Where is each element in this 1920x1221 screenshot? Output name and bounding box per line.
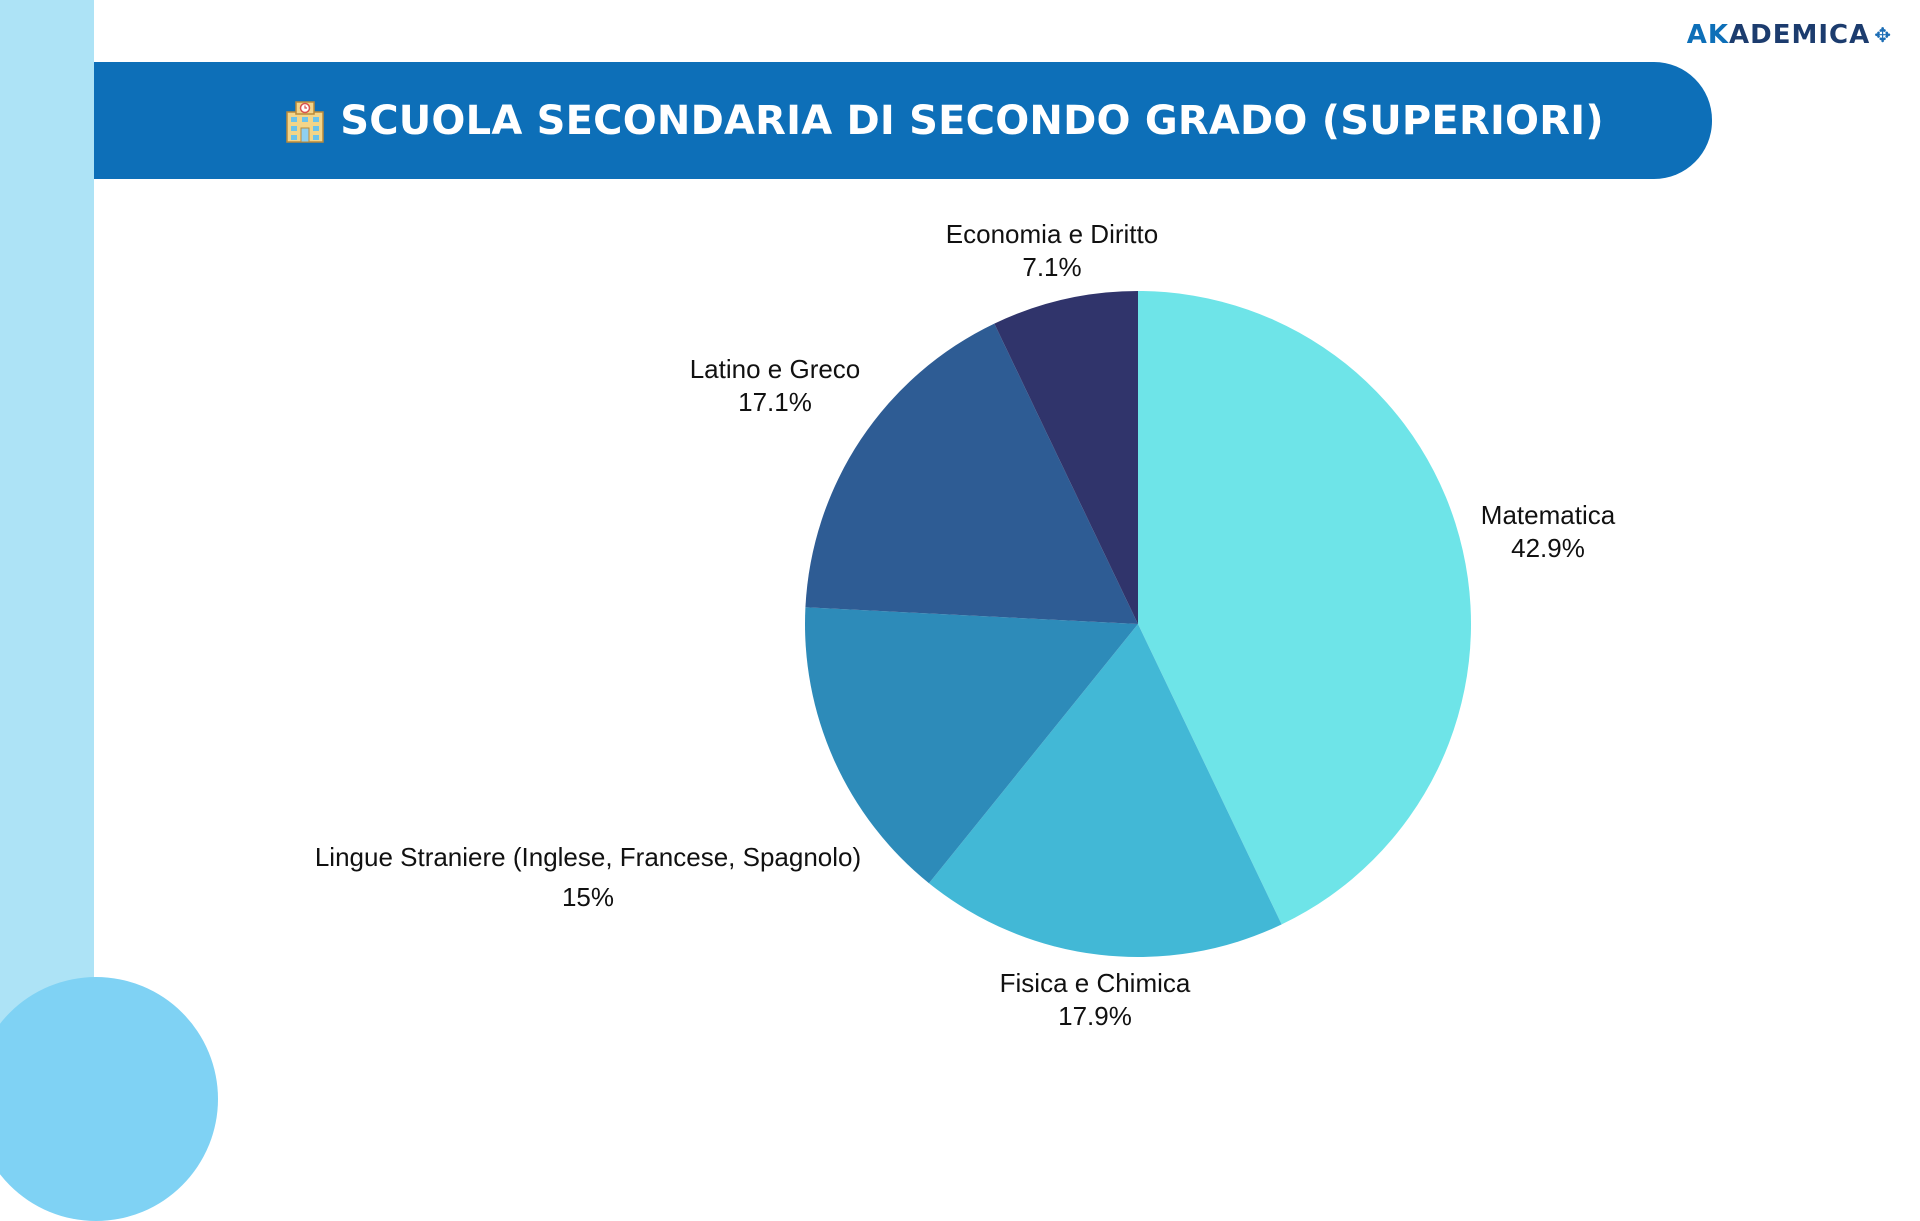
pie-slice [928,624,1282,957]
slice-value-label: 42.9% [1511,533,1585,563]
slice-category-label: Fisica e Chimica [1000,968,1191,998]
pie-slice [804,607,1138,884]
slice-value-label: 15% [562,882,614,912]
pie-slice [805,323,1138,624]
school-building-icon [286,100,324,143]
page-title: SCUOLA SECONDARIA DI SECONDO GRADO (SUPE… [340,97,1604,144]
slice-value-label: 7.1% [1022,252,1081,282]
slice-value-label: 17.9% [1058,1001,1132,1031]
slice-category-label: Latino e Greco [690,354,861,384]
slice-category-label: Lingue Straniere (Inglese, Francese, Spa… [315,842,861,872]
slice-category-label: Economia e Diritto [946,219,1158,249]
slice-category-label: Matematica [1481,500,1616,530]
slice-value-label: 17.1% [738,387,812,417]
title-banner: SCUOLA SECONDARIA DI SECONDO GRADO (SUPE… [94,62,1712,179]
pie-slice [994,291,1138,624]
logo-mark-icon: ✥ [1874,23,1892,47]
pie-slice [1138,291,1471,925]
left-decor-stripe [0,0,94,1080]
brand-logo: AK ADEMICA ✥ [1686,20,1892,50]
